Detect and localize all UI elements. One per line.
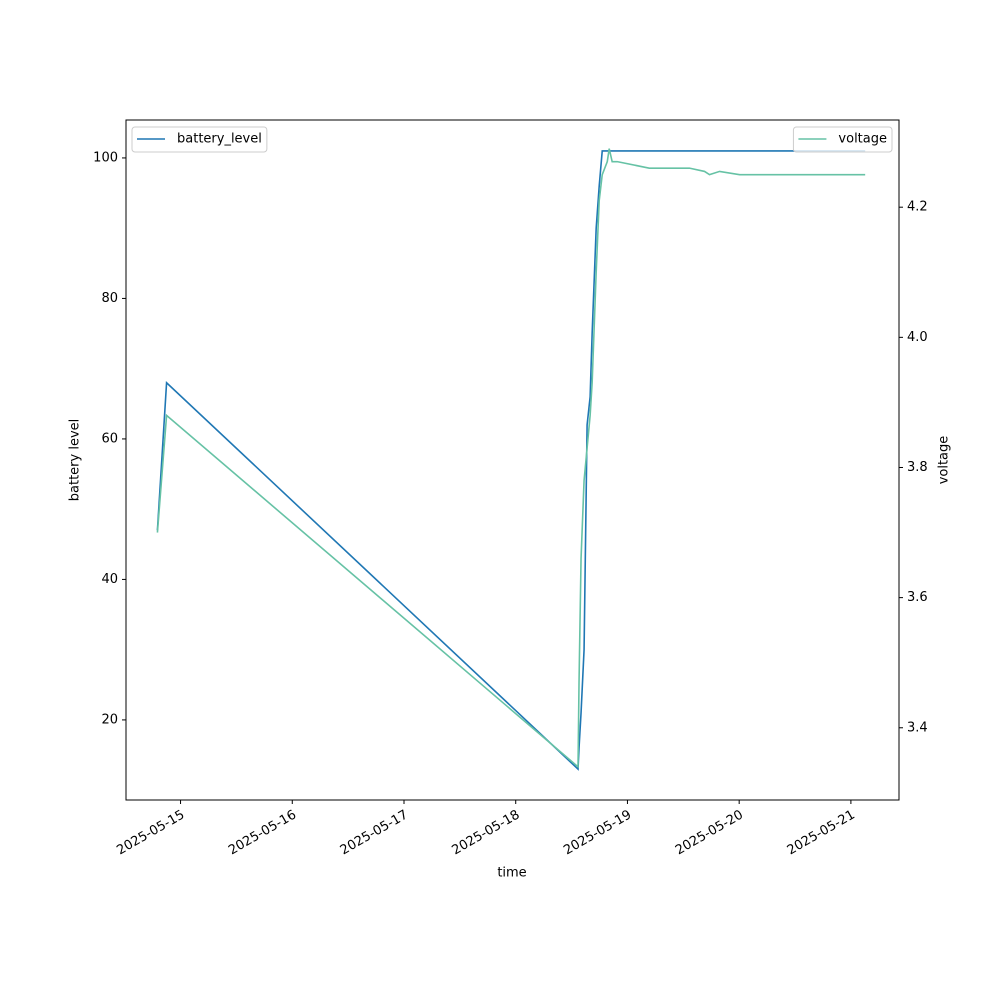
x-tick-label: 2025-05-20 [673, 808, 746, 859]
y2-tick-label: 4.0 [907, 330, 928, 345]
y2-axis-label: voltage [937, 436, 952, 485]
x-tick-label: 2025-05-18 [450, 808, 523, 859]
legend: voltage [792, 126, 893, 153]
y-axis-label: battery level [68, 419, 83, 502]
series-line [156, 150, 866, 771]
x-tick-label: 2025-05-19 [561, 808, 634, 859]
legend-box [792, 126, 893, 153]
x-tick-label: 2025-05-16 [226, 808, 299, 859]
y-tick-label: 40 [101, 572, 118, 587]
legend-box [131, 126, 268, 153]
x-axis-label: time [497, 866, 526, 881]
y2-tick-label: 4.2 [907, 200, 928, 215]
y-tick-label: 80 [101, 291, 118, 306]
y2-tick-label: 3.8 [907, 460, 928, 475]
x-tick-label: 2025-05-21 [785, 808, 858, 859]
series-line [156, 148, 866, 769]
y-tick-label: 20 [101, 712, 118, 727]
legend-label: voltage [838, 132, 887, 147]
plot-frame [125, 119, 900, 801]
y-tick-label: 100 [93, 150, 118, 165]
y2-tick-label: 3.4 [907, 720, 928, 735]
x-tick-label: 2025-05-17 [338, 808, 411, 859]
y-tick-label: 60 [101, 431, 118, 446]
legend-label: battery_level [177, 132, 262, 147]
y2-tick-label: 3.6 [907, 590, 928, 605]
x-tick-label: 2025-05-15 [114, 808, 187, 859]
legend: battery_level [131, 126, 268, 153]
